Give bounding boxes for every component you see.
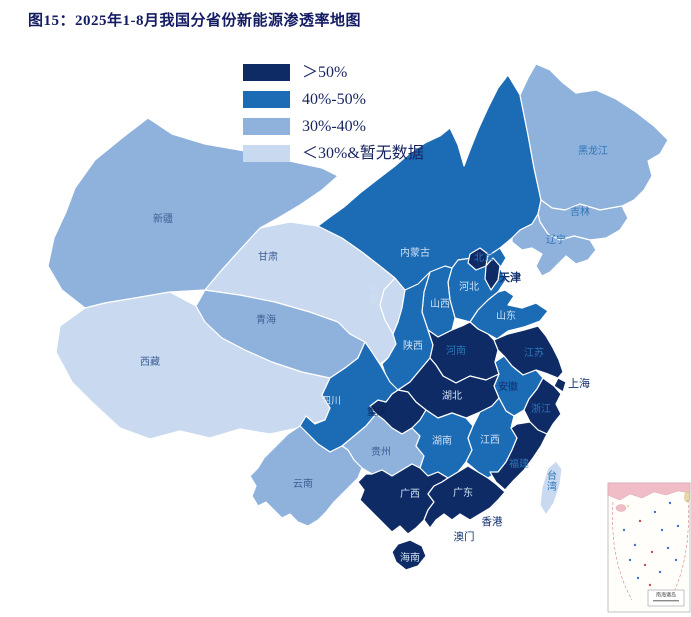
inset-taiwan-island xyxy=(684,491,690,503)
province-label-liaoning: 辽宁 xyxy=(546,233,566,246)
province-label-taiwan: 台湾 xyxy=(547,469,557,493)
province-label-beijing: 北京 xyxy=(474,251,494,264)
south-china-sea-inset: 南海诸岛 xyxy=(607,482,691,613)
province-label-shandong: 山东 xyxy=(496,309,516,322)
inset-island-dot-4 xyxy=(660,528,664,532)
legend-label-0: ＞50% xyxy=(302,64,348,81)
legend-row-3: ＜30%&暂无数据 xyxy=(243,145,424,162)
legend-label-1: 40%-50% xyxy=(302,91,366,108)
inset-scale-box xyxy=(647,589,685,607)
legend-swatch-3 xyxy=(243,145,290,162)
legend-row-1: 40%-50% xyxy=(243,91,424,108)
sea-label-hongkong-label: 香港 xyxy=(482,516,503,528)
province-label-ningxia: 宁夏 xyxy=(369,283,379,307)
province-label-jiangxi: 江西 xyxy=(480,434,500,446)
legend-swatch-1 xyxy=(243,91,290,108)
province-label-hainan: 海南 xyxy=(400,551,420,564)
province-label-hunan: 湖南 xyxy=(432,434,452,447)
inset-island-dot-10 xyxy=(658,570,662,574)
inset-island-dot-14 xyxy=(622,528,626,532)
province-label-shanxi: 山西 xyxy=(430,298,450,310)
sea-label-tianjin-label: 天津 xyxy=(499,270,521,284)
figure-title: 图15：2025年1-8月我国分省份新能源渗透率地图 xyxy=(28,13,361,29)
province-label-fujian: 福建 xyxy=(509,457,529,470)
province-tianjin xyxy=(484,257,501,291)
legend-swatch-2 xyxy=(243,118,290,135)
inset-island-dot-7 xyxy=(650,550,654,554)
map-legend: ＞50% 40%-50% 30%-40% ＜30%&暂无数据 xyxy=(243,64,424,172)
legend-label-2: 30%-40% xyxy=(302,118,366,135)
inset-island-dot-2 xyxy=(668,501,672,505)
inset-coastline xyxy=(607,482,691,501)
inset-island-dot-0 xyxy=(626,504,630,508)
province-label-shaanxi: 陕西 xyxy=(403,339,423,352)
inset-island-dot-15 xyxy=(628,558,632,562)
province-label-henan: 河南 xyxy=(446,344,466,357)
province-fujian xyxy=(489,421,548,491)
province-xinjiang xyxy=(47,117,339,309)
inset-island-dot-3 xyxy=(638,519,642,523)
province-label-neimenggu: 内蒙古 xyxy=(400,246,430,259)
province-label-xizang: 西藏 xyxy=(140,356,160,368)
legend-label-3: ＜30%&暂无数据 xyxy=(302,145,424,162)
legend-row-0: ＞50% xyxy=(243,64,424,81)
province-label-gansu: 甘肃 xyxy=(258,250,278,263)
province-label-heilongjiang: 黑龙江 xyxy=(578,144,608,157)
province-label-jilin: 吉林 xyxy=(570,205,590,218)
sea-label-macau-label: 澳门 xyxy=(454,530,475,543)
inset-island-dot-9 xyxy=(643,563,647,567)
inset-island-dot-5 xyxy=(676,524,680,528)
province-label-hebei: 河北 xyxy=(459,281,479,293)
inset-scale-title: 南海诸岛 xyxy=(656,592,676,599)
sea-label-shanghai-label: 上海 xyxy=(568,376,590,390)
province-shanghai xyxy=(553,377,567,393)
province-label-guizhou: 贵州 xyxy=(371,445,391,458)
inset-island-dot-1 xyxy=(653,510,657,514)
inset-island-dot-13 xyxy=(636,576,640,580)
inset-island-dot-6 xyxy=(633,543,637,547)
province-hainan xyxy=(391,539,427,571)
province-taiwan xyxy=(539,460,563,516)
inset-hainan-island xyxy=(615,504,627,512)
province-label-jiangsu: 江苏 xyxy=(524,346,544,359)
legend-row-2: 30%-40% xyxy=(243,118,424,135)
inset-island-dot-11 xyxy=(674,558,678,562)
province-yunnan xyxy=(249,425,363,527)
inset-scale-bar xyxy=(653,600,679,602)
inset-island-dot-8 xyxy=(666,546,670,550)
province-label-sichuan: 四川 xyxy=(321,396,341,407)
province-label-guangdong: 广东 xyxy=(453,486,473,499)
legend-swatch-0 xyxy=(243,64,290,81)
province-label-chongqing: 重庆 xyxy=(367,405,387,418)
province-label-guangxi: 广西 xyxy=(400,488,420,500)
province-label-zhejiang: 浙江 xyxy=(531,403,551,415)
province-label-anhui: 安徽 xyxy=(498,380,518,393)
province-heilongjiang xyxy=(519,63,669,211)
province-shandong xyxy=(469,289,549,340)
inset-island-dot-12 xyxy=(648,583,652,587)
province-label-yunnan: 云南 xyxy=(293,477,313,490)
province-label-hubei: 湖北 xyxy=(442,390,462,402)
province-label-xinjiang: 新疆 xyxy=(153,212,173,225)
province-liaoning xyxy=(511,213,597,277)
province-label-qinghai: 青海 xyxy=(256,313,276,326)
province-guangdong xyxy=(423,465,506,529)
